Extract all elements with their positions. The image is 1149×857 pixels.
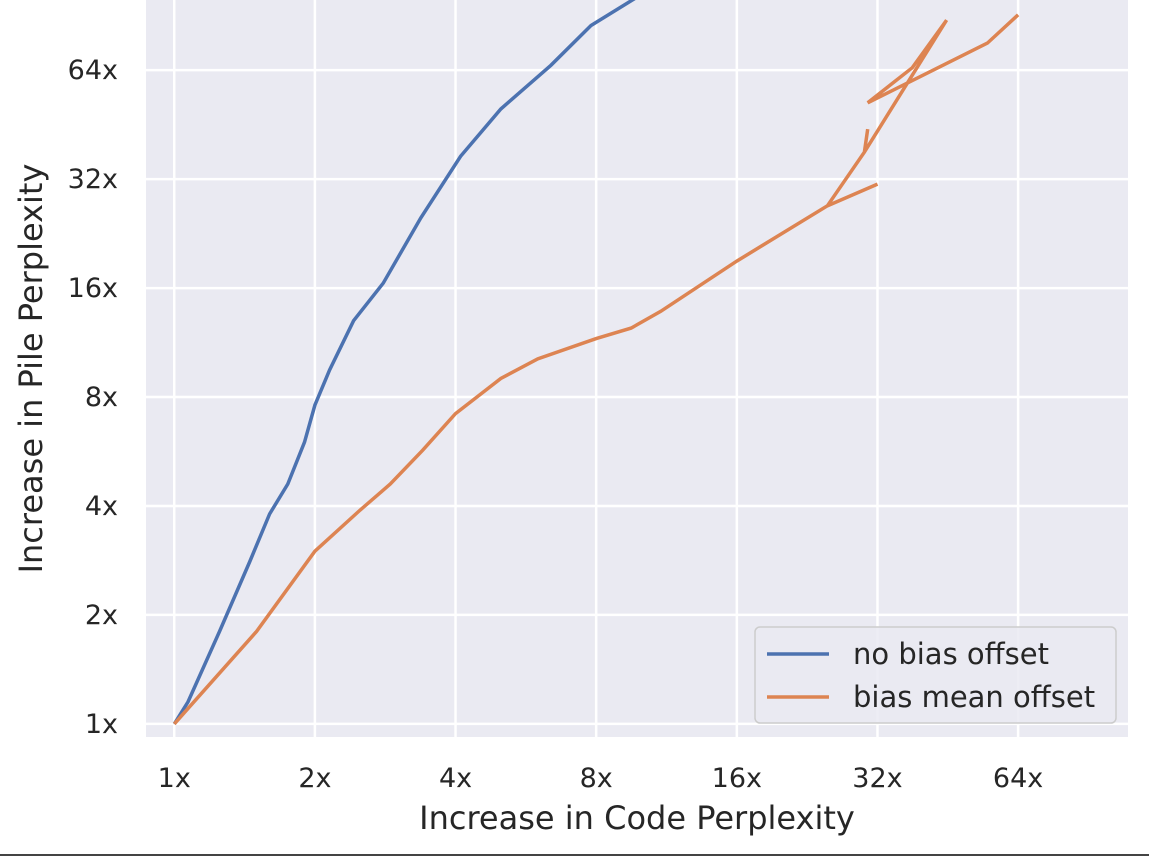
y-tick-label: 4x (85, 491, 118, 522)
y-tick-label: 32x (68, 164, 118, 195)
x-tick-label: 32x (852, 763, 902, 794)
x-tick-label: 64x (993, 763, 1043, 794)
legend: no bias offset bias mean offset (754, 626, 1117, 724)
y-tick-label: 8x (85, 382, 118, 413)
y-tick-label: 2x (85, 600, 118, 631)
y-tick-labels: 1x 2x 4x 8x 16x 32x 64x (68, 55, 118, 740)
x-tick-labels: 1x 2x 4x 8x 16x 32x 64x (158, 763, 1044, 794)
x-tick-label: 2x (298, 763, 331, 794)
y-tick-label: 64x (68, 55, 118, 86)
x-tick-label: 16x (712, 763, 762, 794)
x-tick-label: 1x (158, 763, 191, 794)
y-tick-label: 16x (68, 273, 118, 304)
legend-label: no bias offset (853, 637, 1049, 671)
y-tick-label: 1x (85, 709, 118, 740)
y-axis-label: Increase in Pile Perplexity (12, 164, 50, 574)
x-tick-label: 8x (580, 763, 613, 794)
grid (146, 0, 1128, 737)
series-line-no-bias-offset (172, 0, 636, 725)
series-lines (172, 0, 1020, 726)
x-tick-label: 4x (439, 763, 472, 794)
legend-label: bias mean offset (853, 680, 1095, 714)
series-line-bias-mean-offset (172, 13, 1020, 726)
legend-box (754, 626, 1117, 724)
x-axis-label: Increase in Code Perplexity (419, 799, 855, 837)
